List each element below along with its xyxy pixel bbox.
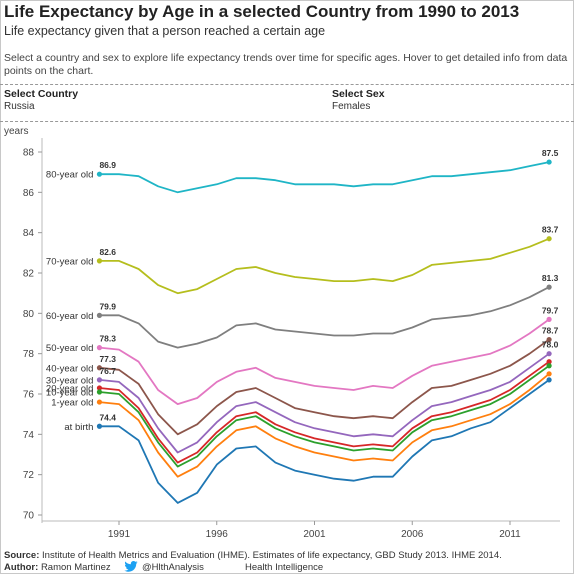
x-tick-label: 2001 (303, 529, 326, 540)
page-title: Life Expectancy by Age in a selected Cou… (4, 2, 520, 21)
series-name-label: 70-year old (46, 256, 94, 267)
series-end-point-1 (546, 236, 552, 242)
x-tick-label: 2011 (499, 529, 521, 540)
series-end-point-6 (546, 359, 552, 365)
series-name-label: 30-year old (46, 375, 94, 386)
series-start-value-label: 78.3 (99, 334, 116, 344)
twitter-handle[interactable]: @HlthAnalysis (142, 562, 204, 573)
country-filter-value[interactable]: Russia (4, 101, 35, 112)
series-line-4 (99, 338, 550, 436)
y-tick-label: 78 (23, 349, 35, 360)
x-tick-label: 1996 (206, 529, 229, 540)
y-tick-label: 74 (23, 430, 35, 441)
sex-filter-label: Select Sex (332, 88, 385, 100)
series-start-value-label: 79.9 (99, 301, 116, 311)
twitter-bird-icon (124, 561, 138, 572)
series-start-point-1 (96, 258, 103, 264)
series-start-point-0 (96, 171, 103, 177)
series-end-value-label: 87.5 (542, 148, 559, 158)
series-line-0 (99, 161, 550, 194)
series-end-value-label: 83.7 (542, 225, 559, 235)
source-label: Source: (4, 550, 40, 561)
x-tick-label: 1991 (108, 529, 131, 540)
series-end-value-label: 78.0 (542, 340, 559, 350)
series-start-point-2 (96, 312, 103, 318)
y-axis-unit-label: years (4, 126, 29, 137)
series-start-point-6 (96, 385, 103, 391)
series-start-value-label: 74.4 (99, 412, 116, 422)
series-line-1 (99, 237, 550, 295)
series-end-value-label: 78.7 (542, 326, 559, 336)
life-expectancy-line-chart[interactable]: 70 72 74 76 78 80 82 84 86 88 1991 1996 2001 2006 2011… (0, 130, 576, 548)
series-start-point-8 (96, 399, 103, 405)
series-name-label: 80-year old (46, 170, 94, 181)
series-start-point-7 (96, 389, 103, 395)
series-name-label: 50-year old (46, 343, 94, 354)
page-subtitle: Life expectancy given that a person reac… (4, 24, 326, 38)
series-name-label: 10-year old (46, 387, 94, 398)
series-line-2 (99, 286, 550, 349)
series-end-value-label: 79.7 (542, 305, 559, 315)
series-start-point-4 (96, 365, 103, 371)
sex-filter-value[interactable]: Females (332, 101, 371, 112)
filter-bar: Select Country Russia Select Sex Females (0, 84, 574, 122)
x-tick-label: 2006 (401, 529, 424, 540)
series-end-point-8 (546, 371, 552, 377)
organization-name: Health Intelligence (245, 562, 324, 573)
country-filter-label: Select Country (4, 88, 79, 100)
y-tick-label: 86 (23, 188, 35, 199)
y-tick-label: 70 (23, 511, 35, 522)
series-end-point-7 (546, 363, 552, 369)
series-line-5 (99, 352, 550, 454)
series-end-point-5 (546, 351, 552, 357)
series-end-point-2 (546, 284, 552, 290)
y-tick-label: 88 (23, 148, 35, 159)
author-label: Author: (4, 562, 39, 573)
y-tick-label: 80 (23, 309, 35, 320)
source-text: Institute of Health Metrics and Evaluati… (42, 550, 502, 561)
y-tick-label: 72 (23, 470, 35, 481)
source-note: Source: Institute of Health Metrics and … (4, 550, 502, 561)
y-tick-label: 76 (23, 390, 35, 401)
series-line-9 (99, 379, 550, 504)
series-name-label: 1-year old (51, 398, 93, 409)
series-start-value-label: 82.6 (99, 247, 116, 257)
series-name-label: 60-year old (46, 311, 94, 322)
y-tick-label: 82 (23, 269, 35, 280)
series-start-point-3 (96, 345, 103, 351)
series-name-label: at birth (64, 422, 93, 433)
series-line-7 (99, 365, 550, 468)
series-start-value-label: 86.9 (99, 160, 116, 170)
sex-filter[interactable]: Select Sex Females (332, 88, 385, 112)
author-note: Author: Ramon Martinez (4, 562, 111, 573)
country-filter[interactable]: Select Country Russia (4, 88, 78, 112)
series-end-point-4 (546, 336, 552, 343)
series-line-8 (99, 373, 550, 478)
series-start-point-5 (96, 377, 103, 383)
series-start-value-label: 77.3 (99, 354, 116, 364)
series-end-point-9 (546, 377, 552, 383)
series-name-label: 20-year old (46, 383, 94, 394)
series-line-3 (99, 318, 550, 406)
instructions-text: Select a country and sex to explore life… (4, 52, 568, 77)
series-start-value-label: 76.7 (99, 366, 116, 376)
y-tick-label: 84 (23, 228, 35, 239)
series-line-6 (99, 360, 550, 464)
series-end-value-label: 81.3 (542, 273, 559, 283)
series-end-point-3 (546, 316, 552, 322)
series-name-label: 40-year old (46, 363, 94, 374)
series-start-point-9 (96, 423, 103, 429)
author-name: Ramon Martinez (40, 562, 111, 573)
series-end-point-0 (546, 159, 552, 165)
